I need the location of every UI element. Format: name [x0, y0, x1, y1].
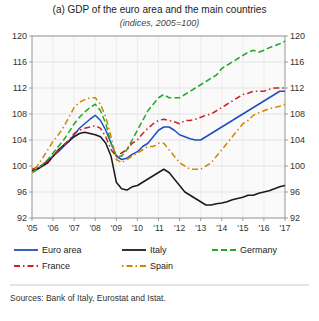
grid-line [53, 36, 54, 218]
y-tick-label: 104 [12, 135, 27, 145]
y2-tick [285, 140, 288, 141]
y-tick-label: 96 [17, 187, 27, 197]
y2-tick [285, 36, 288, 37]
x-tick [32, 218, 33, 221]
y-tick [29, 114, 32, 115]
y-tick-label: 112 [13, 83, 27, 93]
grid-line [200, 36, 201, 218]
y2-tick-label: 96 [290, 187, 300, 197]
legend-swatch [14, 265, 38, 267]
x-tick [200, 218, 201, 221]
legend-label: France [42, 261, 70, 271]
y-tick-label: 108 [12, 109, 27, 119]
x-tick [74, 218, 75, 221]
grid-line [242, 36, 243, 218]
annotation: Sources: Bank of Italy, Eurostat and Ist… [10, 293, 166, 303]
y2-tick [285, 166, 288, 167]
y2-tick [285, 218, 288, 219]
legend: Euro area Italy Germany France Spain [14, 245, 278, 271]
y2-tick [285, 114, 288, 115]
x-tick [221, 218, 222, 221]
grid-line [95, 36, 96, 218]
subtitle: (indices, 2005=100) [120, 18, 199, 28]
x-tick-label: '16 [258, 223, 269, 233]
x-tick-label: '12 [174, 223, 185, 233]
y2-tick-label: 112 [290, 83, 304, 93]
legend-swatch [212, 249, 236, 251]
x-tick [285, 218, 286, 221]
y-tick [29, 166, 32, 167]
series-line [32, 98, 285, 173]
y-tick [29, 88, 32, 89]
grid-line [137, 36, 138, 218]
x-tick [263, 218, 264, 221]
grid-line [158, 36, 159, 218]
grid-line [263, 36, 264, 218]
x-tick [179, 218, 180, 221]
title: (a) GDP of the euro area and the main co… [53, 4, 267, 15]
grid [32, 36, 285, 218]
x-tick-label: '15 [237, 223, 248, 233]
y2-tick-label: 116 [290, 57, 304, 67]
x-tick [53, 218, 54, 221]
x-tick-label: '08 [90, 223, 101, 233]
plot-area [32, 36, 285, 218]
x-tick [242, 218, 243, 221]
x-tick-label: '06 [48, 223, 59, 233]
y2-tick-label: 120 [290, 31, 305, 41]
x-tick-label: '11 [153, 223, 164, 233]
x-tick-label: '14 [216, 223, 227, 233]
y2-tick [285, 192, 288, 193]
y2-tick-label: 108 [290, 109, 305, 119]
series-line [32, 41, 285, 172]
x-tick-label: '09 [111, 223, 122, 233]
separator [10, 285, 309, 286]
y-tick-label: 116 [13, 57, 27, 67]
legend-swatch [122, 265, 146, 267]
y-tick [29, 36, 32, 37]
grid-line [179, 36, 180, 218]
legend-label: Germany [240, 245, 278, 255]
y-tick [29, 218, 32, 219]
x-tick [137, 218, 138, 221]
x-tick-label: '05 [26, 223, 37, 233]
y2-tick-label: 104 [290, 135, 305, 145]
x-tick [95, 218, 96, 221]
y-tick [29, 140, 32, 141]
series-line [32, 88, 285, 169]
y-tick-label: 92 [17, 213, 27, 223]
y2-tick [285, 88, 288, 89]
legend-label: Italy [150, 245, 167, 255]
x-tick-label: '07 [69, 223, 80, 233]
y-tick [29, 192, 32, 193]
axes: 92 96 100 104 108 112 116 120 92 96 100 104 108 112 11… [12, 31, 305, 233]
chart: (a) GDP of the euro area and the main co… [0, 0, 319, 321]
x-tick-label: '10 [132, 223, 143, 233]
plot-frame [32, 36, 285, 218]
legend-swatch [122, 249, 146, 251]
y-tick-label: 120 [12, 31, 27, 41]
y2-tick-label: 92 [290, 213, 300, 223]
y2-tick [285, 62, 288, 63]
grid-line [116, 36, 117, 218]
y2-tick-label: 100 [290, 161, 305, 171]
legend-label: Spain [150, 261, 173, 271]
legend-label: Euro area [42, 245, 82, 255]
x-tick [158, 218, 159, 221]
x-tick [116, 218, 117, 221]
x-tick-label: '17 [279, 223, 290, 233]
y-tick [29, 62, 32, 63]
grid-line [74, 36, 75, 218]
legend-swatch [14, 249, 38, 251]
lines [32, 41, 285, 205]
y-tick-label: 100 [12, 161, 27, 171]
x-tick-label: '13 [195, 223, 206, 233]
